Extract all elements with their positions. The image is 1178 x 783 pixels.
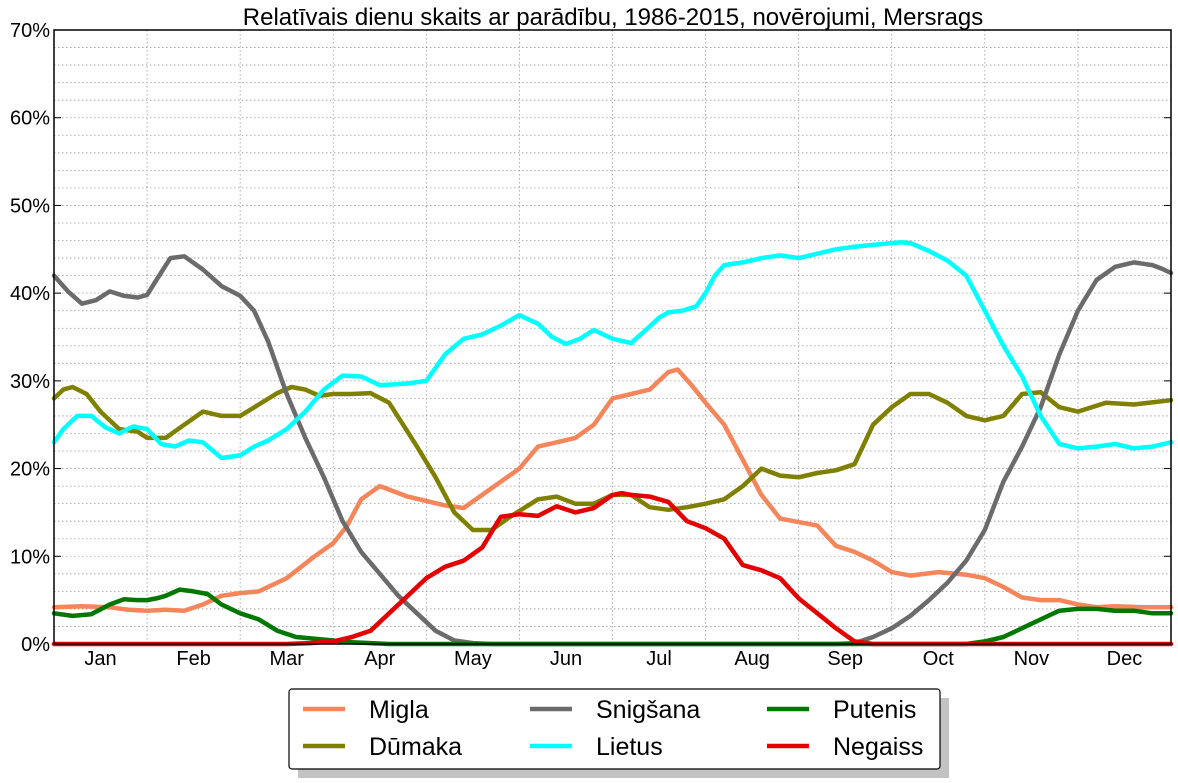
x-tick-label: Jan: [84, 648, 116, 670]
y-tick-label: 70%: [10, 20, 50, 42]
y-tick-label: 40%: [10, 283, 50, 305]
x-tick-label: Dec: [1107, 648, 1143, 670]
x-tick-label: Aug: [734, 648, 770, 670]
legend-label: Dūmaka: [369, 733, 462, 761]
legend-label: Putenis: [833, 696, 916, 724]
plot-frame: [53, 29, 1172, 645]
y-tick-label: 50%: [10, 195, 50, 217]
y-tick-label: 30%: [10, 371, 50, 393]
x-tick-label: Nov: [1014, 648, 1050, 670]
tick-layer: 0% 10% 20% 30% 40% 50% 60% 70% Jan Feb Mar Apr May Ju…: [10, 20, 1171, 670]
legend-label: Negaiss: [833, 733, 923, 761]
x-tick-label: Jul: [646, 648, 672, 670]
y-tick-label: 0%: [21, 634, 50, 656]
x-tick-label: Oct: [923, 648, 955, 670]
y-tick-label: 60%: [10, 108, 50, 130]
series-line-6: [51, 490, 1174, 647]
x-tick-label: Apr: [364, 648, 395, 670]
y-tick-label: 20%: [10, 459, 50, 481]
series-line-4: [51, 240, 1174, 461]
series-line-1: [51, 367, 1174, 613]
x-tick-label: Sep: [827, 648, 863, 670]
legend: Migla Dūmaka Snigšana Lietus Putenis Negaiss: [288, 688, 949, 778]
legend-label: Lietus: [596, 733, 663, 761]
x-tick-label: Mar: [269, 648, 304, 670]
series-line-2: [51, 384, 1174, 533]
x-tick-label: Jun: [550, 648, 582, 670]
chart-title: Relatīvais dienu skaits ar parādību, 198…: [243, 4, 983, 31]
legend-label: Snigšana: [596, 696, 700, 724]
y-tick-label: 10%: [10, 546, 50, 568]
x-tick-label: May: [454, 648, 492, 670]
legend-label: Migla: [369, 696, 429, 724]
x-tick-label: Feb: [176, 648, 210, 670]
